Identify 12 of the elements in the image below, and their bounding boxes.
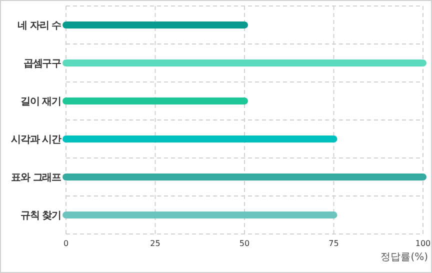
x-tick-label: 25 (150, 239, 160, 248)
x-tick-label: 0 (63, 239, 69, 248)
y-tick-label: 규칙 찾기 (20, 210, 61, 222)
y-tick-label: 시각과 시간 (11, 134, 62, 146)
y-tick-label: 길이 재기 (20, 96, 61, 108)
x-tick-label: 75 (328, 239, 339, 248)
y-tick-label: 네 자리 수 (18, 20, 62, 32)
x-tick-label: 50 (239, 239, 250, 248)
x-axis-title: 정답률(%) (380, 252, 428, 263)
x-tick-label: 100 (415, 239, 431, 248)
y-tick-label: 곱셈구구 (23, 58, 62, 70)
y-tick-label: 표와 그래프 (11, 172, 62, 184)
